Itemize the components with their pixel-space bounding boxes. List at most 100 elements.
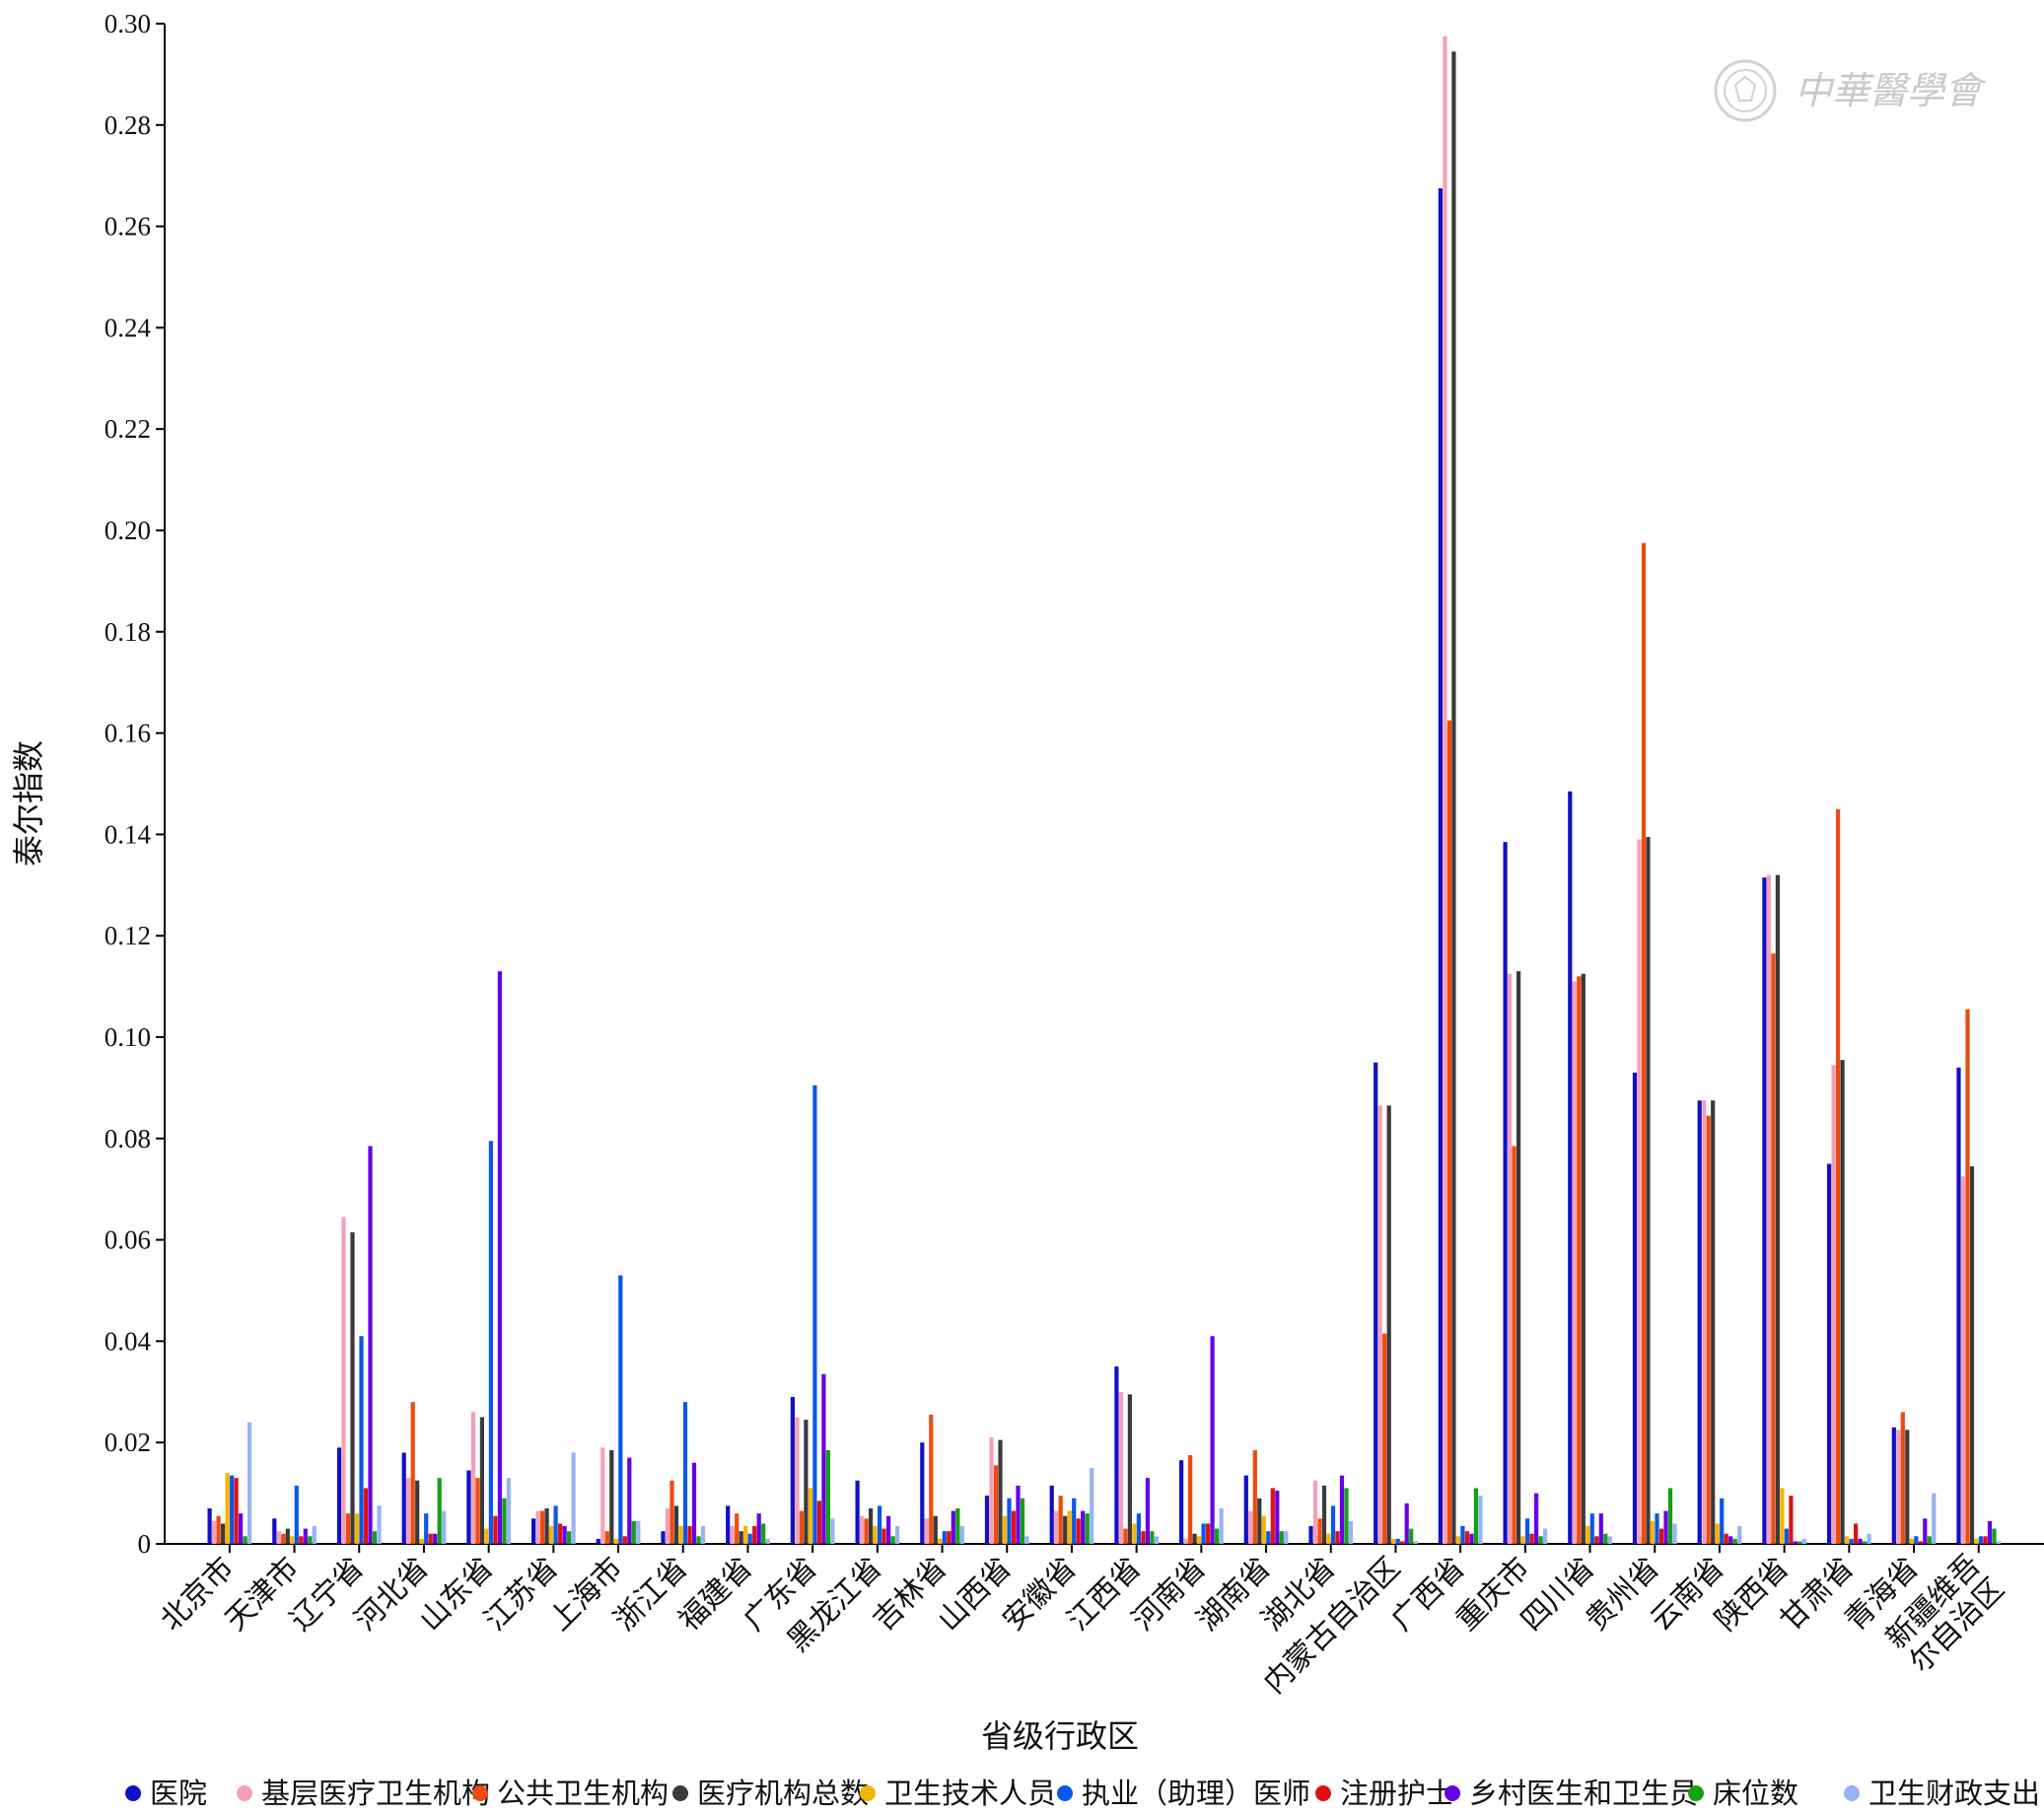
bar: [631, 1520, 636, 1544]
bar: [221, 1523, 226, 1544]
bar: [470, 1412, 475, 1544]
bar: [1016, 1485, 1021, 1544]
bar: [808, 1488, 812, 1544]
bar: [1123, 1528, 1128, 1544]
bar: [1996, 1541, 2002, 1544]
bar: [1469, 1533, 1474, 1544]
bar: [1927, 1536, 1932, 1544]
bar: [1201, 1523, 1206, 1544]
legend-marker: [237, 1785, 252, 1801]
y-tick-label: 0.02: [105, 1428, 151, 1457]
bar: [1711, 1100, 1716, 1544]
bar: [1335, 1531, 1340, 1544]
seal-emblem-icon: [1714, 59, 1777, 122]
bar: [1914, 1536, 1919, 1544]
bar: [1891, 1427, 1896, 1544]
bar: [873, 1526, 878, 1544]
bar: [1508, 973, 1513, 1544]
bar: [345, 1513, 351, 1544]
legend-marker: [1445, 1785, 1460, 1801]
bar: [1603, 1533, 1608, 1544]
bar: [1312, 1480, 1318, 1544]
bar: [1516, 971, 1521, 1544]
y-tick-label: 0.08: [105, 1124, 151, 1153]
x-tick-label: 广西省: [1384, 1551, 1471, 1638]
bar: [1845, 1536, 1850, 1544]
bar: [1987, 1520, 1993, 1544]
legend-label: 床位数: [1713, 1777, 1798, 1810]
bar: [1374, 1062, 1378, 1544]
bar: [933, 1515, 938, 1544]
bar: [984, 1496, 990, 1544]
bar: [1446, 720, 1451, 1544]
bar: [1478, 1496, 1483, 1544]
bar: [1594, 1536, 1599, 1544]
bar: [947, 1531, 952, 1544]
bar: [951, 1510, 955, 1544]
bar: [1261, 1515, 1266, 1544]
bar: [609, 1449, 614, 1544]
bar: [1007, 1498, 1012, 1544]
bar: [730, 1526, 735, 1544]
bar: [406, 1478, 411, 1544]
x-tick-label: 山东省: [413, 1551, 500, 1638]
bar: [372, 1531, 378, 1544]
y-tick-label: 0.28: [105, 110, 151, 140]
y-tick-label: 0.16: [105, 719, 151, 748]
bar: [562, 1526, 567, 1544]
bar: [825, 1449, 830, 1544]
bar: [1279, 1531, 1284, 1544]
legend-marker: [1688, 1785, 1704, 1801]
bar: [812, 1084, 817, 1544]
bar: [1136, 1513, 1141, 1544]
bar: [1085, 1513, 1090, 1544]
bar: [1586, 1526, 1590, 1544]
bar: [816, 1500, 821, 1544]
bar: [401, 1452, 406, 1544]
bar: [1090, 1467, 1094, 1544]
bar: [682, 1402, 688, 1544]
y-tick-label: 0.24: [105, 313, 152, 342]
x-tick-label: 河北省: [348, 1551, 435, 1638]
bar: [299, 1536, 304, 1544]
x-tick-label: 河南省: [1126, 1551, 1213, 1638]
x-tick-label: 天津市: [219, 1551, 306, 1638]
bar: [1577, 976, 1582, 1544]
x-tick-label: 上海市: [542, 1551, 629, 1638]
legend-item: 基层医疗卫生机构: [237, 1777, 490, 1810]
bar: [821, 1373, 826, 1544]
y-tick-label: 0.14: [105, 819, 152, 849]
bar: [1443, 35, 1447, 1545]
bar: [1400, 1541, 1405, 1544]
x-tick-label: 江西省: [1061, 1551, 1148, 1638]
bar: [1655, 1513, 1659, 1544]
bar: [225, 1473, 230, 1544]
bar: [1854, 1523, 1859, 1544]
bar: [1188, 1455, 1193, 1544]
bar: [1909, 1538, 1914, 1544]
bar: [1525, 1518, 1530, 1544]
bar: [1932, 1493, 1937, 1544]
bar: [1663, 1510, 1668, 1544]
bar: [502, 1498, 507, 1544]
bar: [1983, 1536, 1988, 1544]
bar: [336, 1447, 342, 1544]
bar: [743, 1526, 748, 1544]
y-tick-label: 0.26: [105, 212, 151, 242]
bar: [1063, 1515, 1068, 1544]
bar: [1992, 1528, 1997, 1544]
bar: [1455, 1536, 1460, 1544]
legend-marker: [860, 1785, 876, 1801]
x-tick-label: 云南省: [1644, 1551, 1730, 1638]
bar: [696, 1536, 701, 1544]
legend-marker: [125, 1785, 141, 1801]
legend-marker: [472, 1785, 488, 1801]
bar: [1974, 1538, 1979, 1544]
bar: [239, 1513, 244, 1544]
bar: [864, 1518, 869, 1544]
bar: [804, 1420, 809, 1544]
legend-marker: [1844, 1785, 1860, 1801]
bar: [294, 1485, 299, 1544]
bar: [1076, 1518, 1081, 1544]
bar: [377, 1505, 382, 1544]
